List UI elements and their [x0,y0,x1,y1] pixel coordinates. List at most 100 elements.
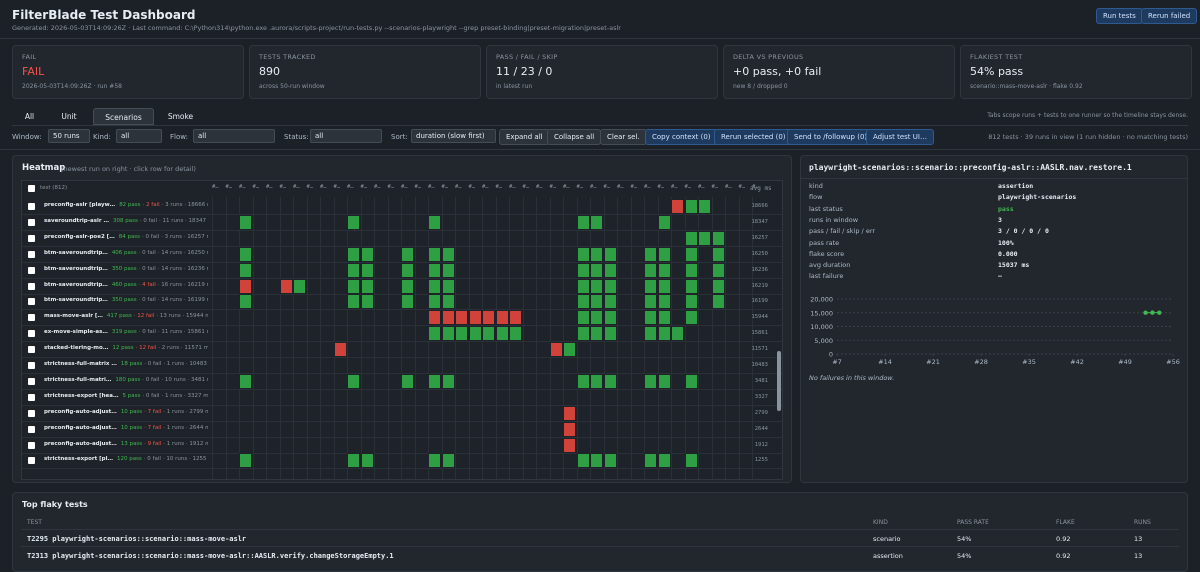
toolbar-button[interactable]: Clear sel. [600,129,647,145]
checkbox[interactable] [28,426,35,433]
pass-cell[interactable] [658,294,671,309]
fail-cell[interactable] [563,438,576,453]
pass-cell[interactable] [577,374,590,389]
pass-cell[interactable] [428,326,441,341]
pass-cell[interactable] [712,263,725,278]
pass-cell[interactable] [658,453,671,468]
checkbox[interactable] [28,267,35,274]
pass-cell[interactable] [590,215,603,230]
row-label[interactable]: preconfig-auto-adjust…10 pass· 7 fail· 1… [40,409,208,415]
row-label[interactable]: stacked-tiering-mo…12 pass· 12 fail· 2 r… [40,345,208,351]
pass-cell[interactable] [428,215,441,230]
table-cell[interactable]: T2313 playwright-scenarios::scenario::ma… [27,552,394,560]
pass-cell[interactable] [604,294,617,309]
pass-cell[interactable] [590,294,603,309]
pass-cell[interactable] [361,279,374,294]
fail-cell[interactable] [334,342,347,357]
pass-cell[interactable] [685,453,698,468]
pass-cell[interactable] [685,279,698,294]
pass-cell[interactable] [590,263,603,278]
pass-cell[interactable] [712,231,725,246]
row-label[interactable]: strictness-full-matrix …18 pass· 0 fail·… [40,361,208,367]
row-label[interactable]: preconfig-auto-adjust…13 pass· 9 fail· 1… [40,441,208,447]
filter-select[interactable]: all [193,129,275,143]
toolbar-button[interactable]: Expand all [499,129,550,145]
pass-cell[interactable] [658,326,671,341]
pass-cell[interactable] [658,263,671,278]
pass-cell[interactable] [293,279,306,294]
pass-cell[interactable] [604,263,617,278]
pass-cell[interactable] [442,326,455,341]
pass-cell[interactable] [658,247,671,262]
pass-cell[interactable] [428,247,441,262]
action-button[interactable]: Rerun selected (0) [714,129,793,145]
pass-cell[interactable] [361,294,374,309]
fail-cell[interactable] [280,279,293,294]
pass-cell[interactable] [239,374,252,389]
pass-cell[interactable] [347,263,360,278]
action-button[interactable]: Adjust test UI… [866,129,934,145]
fail-cell[interactable] [563,422,576,437]
pass-cell[interactable] [509,326,522,341]
pass-cell[interactable] [658,215,671,230]
pass-cell[interactable] [347,453,360,468]
action-button[interactable]: Send to /followup (0) [787,129,874,145]
pass-cell[interactable] [604,279,617,294]
fail-cell[interactable] [563,406,576,421]
pass-cell[interactable] [590,326,603,341]
pass-cell[interactable] [239,453,252,468]
row-label[interactable]: ex-move-simple-as…319 pass· 0 fail· 11 r… [40,329,208,335]
pass-cell[interactable] [347,294,360,309]
pass-cell[interactable] [428,263,441,278]
checkbox[interactable] [28,457,35,464]
pass-cell[interactable] [361,453,374,468]
row-label[interactable]: btm-saveroundtrip…460 pass· 4 fail· 16 r… [40,282,208,288]
pass-cell[interactable] [604,247,617,262]
pass-cell[interactable] [239,247,252,262]
checkbox[interactable] [28,378,35,385]
pass-cell[interactable] [239,263,252,278]
pass-cell[interactable] [442,247,455,262]
filter-select[interactable]: duration (slow first) [411,129,496,143]
pass-cell[interactable] [658,310,671,325]
pass-cell[interactable] [644,294,657,309]
checkbox[interactable] [28,298,35,305]
pass-cell[interactable] [685,310,698,325]
row-label[interactable]: preconfig-aslr [playw…82 pass· 2 fail· 3… [40,202,208,208]
pass-cell[interactable] [698,231,711,246]
fail-cell[interactable] [482,310,495,325]
pass-cell[interactable] [604,326,617,341]
pass-cell[interactable] [401,374,414,389]
pass-cell[interactable] [401,294,414,309]
row-label[interactable]: strictness-full-matri…180 pass· 0 fail· … [40,377,208,383]
checkbox[interactable] [28,362,35,369]
row-label[interactable]: strictness-export [pl…120 pass· 0 fail· … [40,456,208,462]
row-label[interactable]: mass-move-aslr […417 pass· 12 fail· 13 r… [40,313,208,319]
pass-cell[interactable] [239,294,252,309]
row-label[interactable]: strictness-export [hea…5 pass· 0 fail· 1… [40,393,208,399]
pass-cell[interactable] [685,294,698,309]
pass-cell[interactable] [644,310,657,325]
pass-cell[interactable] [239,215,252,230]
row-label[interactable]: preconfig-auto-adjust…10 pass· 7 fail· 1… [40,425,208,431]
row-label[interactable]: preconfig-aslr-poe2 […84 pass· 0 fail· 3… [40,234,208,240]
pass-cell[interactable] [347,215,360,230]
fail-cell[interactable] [455,310,468,325]
fail-cell[interactable] [550,342,563,357]
filter-select[interactable]: all [310,129,382,143]
fail-cell[interactable] [442,310,455,325]
checkbox[interactable] [28,410,35,417]
checkbox[interactable] [28,330,35,337]
pass-cell[interactable] [347,247,360,262]
filter-select[interactable]: all [116,129,162,143]
pass-cell[interactable] [644,453,657,468]
pass-cell[interactable] [644,374,657,389]
tab[interactable]: All [14,108,45,125]
pass-cell[interactable] [685,247,698,262]
tab[interactable]: Scenarios [93,108,154,125]
fail-cell[interactable] [239,279,252,294]
pass-cell[interactable] [590,374,603,389]
checkbox[interactable] [28,283,35,290]
pass-cell[interactable] [577,310,590,325]
pass-cell[interactable] [401,279,414,294]
